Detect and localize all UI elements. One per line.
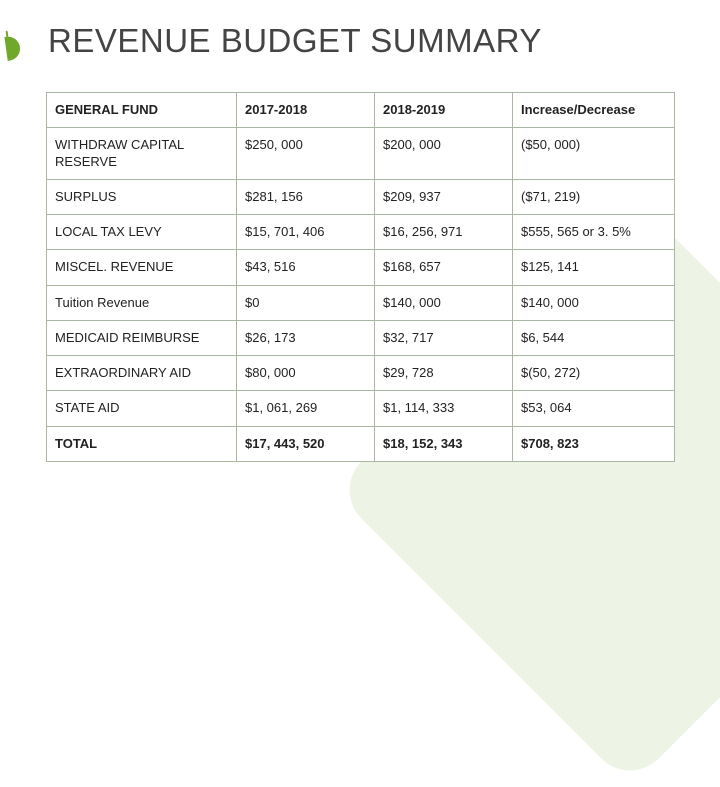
table-header-row: GENERAL FUND 2017-2018 2018-2019 Increas… bbox=[47, 93, 675, 128]
cell-2018: $209, 937 bbox=[375, 179, 513, 214]
cell-2018: $200, 000 bbox=[375, 128, 513, 180]
cell-2018: $18, 152, 343 bbox=[375, 426, 513, 461]
row-label: STATE AID bbox=[47, 391, 237, 426]
table-row: WITHDRAW CAPITAL RESERVE $250, 000 $200,… bbox=[47, 128, 675, 180]
leaf-icon bbox=[4, 35, 21, 61]
cell-2017: $281, 156 bbox=[237, 179, 375, 214]
cell-2017: $250, 000 bbox=[237, 128, 375, 180]
cell-2017: $15, 701, 406 bbox=[237, 215, 375, 250]
row-label: TOTAL bbox=[47, 426, 237, 461]
table-row: SURPLUS $281, 156 $209, 937 ($71, 219) bbox=[47, 179, 675, 214]
cell-delta: $555, 565 or 3. 5% bbox=[513, 215, 675, 250]
cell-delta: $6, 544 bbox=[513, 320, 675, 355]
table-row: EXTRAORDINARY AID $80, 000 $29, 728 $(50… bbox=[47, 356, 675, 391]
cell-2018: $16, 256, 971 bbox=[375, 215, 513, 250]
cell-2017: $17, 443, 520 bbox=[237, 426, 375, 461]
row-label: Tuition Revenue bbox=[47, 285, 237, 320]
cell-delta: ($50, 000) bbox=[513, 128, 675, 180]
cell-2018: $1, 114, 333 bbox=[375, 391, 513, 426]
table-row: MEDICAID REIMBURSE $26, 173 $32, 717 $6,… bbox=[47, 320, 675, 355]
cell-2017: $43, 516 bbox=[237, 250, 375, 285]
row-label: EXTRAORDINARY AID bbox=[47, 356, 237, 391]
col-header-fund: GENERAL FUND bbox=[47, 93, 237, 128]
cell-2018: $32, 717 bbox=[375, 320, 513, 355]
cell-delta: $53, 064 bbox=[513, 391, 675, 426]
cell-2018: $140, 000 bbox=[375, 285, 513, 320]
table-row: MISCEL. REVENUE $43, 516 $168, 657 $125,… bbox=[47, 250, 675, 285]
col-header-delta: Increase/Decrease bbox=[513, 93, 675, 128]
row-label: MEDICAID REIMBURSE bbox=[47, 320, 237, 355]
cell-delta: ($71, 219) bbox=[513, 179, 675, 214]
cell-delta: $125, 141 bbox=[513, 250, 675, 285]
table-row: LOCAL TAX LEVY $15, 701, 406 $16, 256, 9… bbox=[47, 215, 675, 250]
cell-2017: $1, 061, 269 bbox=[237, 391, 375, 426]
table-row-total: TOTAL $17, 443, 520 $18, 152, 343 $708, … bbox=[47, 426, 675, 461]
cell-2017: $0 bbox=[237, 285, 375, 320]
col-header-2018-2019: 2018-2019 bbox=[375, 93, 513, 128]
row-label: SURPLUS bbox=[47, 179, 237, 214]
budget-table-container: GENERAL FUND 2017-2018 2018-2019 Increas… bbox=[46, 92, 674, 462]
cell-2018: $168, 657 bbox=[375, 250, 513, 285]
cell-delta: $140, 000 bbox=[513, 285, 675, 320]
cell-2017: $80, 000 bbox=[237, 356, 375, 391]
cell-2018: $29, 728 bbox=[375, 356, 513, 391]
col-header-2017-2018: 2017-2018 bbox=[237, 93, 375, 128]
row-label: WITHDRAW CAPITAL RESERVE bbox=[47, 128, 237, 180]
row-label: LOCAL TAX LEVY bbox=[47, 215, 237, 250]
budget-table-body: WITHDRAW CAPITAL RESERVE $250, 000 $200,… bbox=[47, 128, 675, 462]
row-label: MISCEL. REVENUE bbox=[47, 250, 237, 285]
budget-table: GENERAL FUND 2017-2018 2018-2019 Increas… bbox=[46, 92, 675, 462]
cell-delta: $708, 823 bbox=[513, 426, 675, 461]
cell-2017: $26, 173 bbox=[237, 320, 375, 355]
table-row: Tuition Revenue $0 $140, 000 $140, 000 bbox=[47, 285, 675, 320]
table-row: STATE AID $1, 061, 269 $1, 114, 333 $53,… bbox=[47, 391, 675, 426]
page-title: REVENUE BUDGET SUMMARY bbox=[48, 22, 542, 60]
cell-delta: $(50, 272) bbox=[513, 356, 675, 391]
